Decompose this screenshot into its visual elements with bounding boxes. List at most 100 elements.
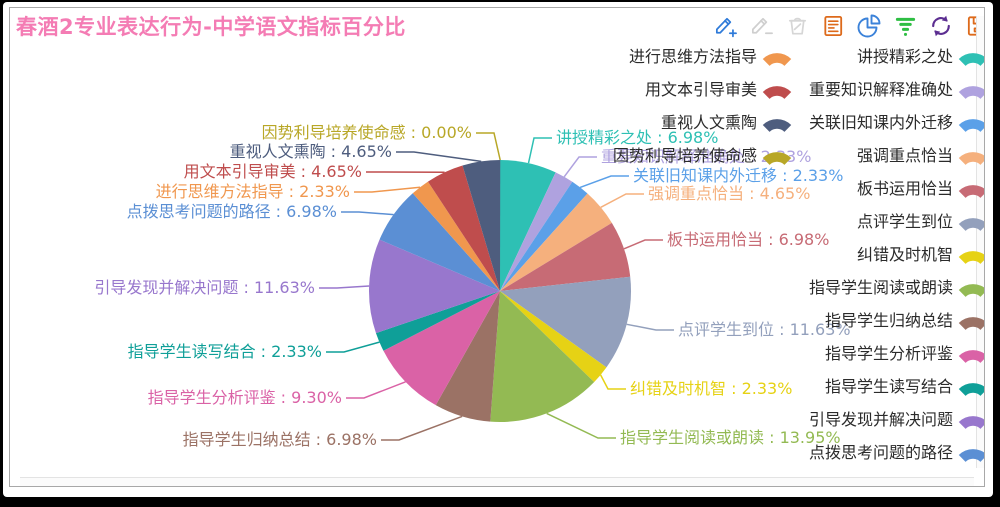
leader-line-6 (626, 323, 674, 331)
slice-label-9: 指导学生归纳总结 : 6.98% (182, 430, 377, 449)
slice-label-14: 进行思维方法指导 : 2.33% (155, 182, 350, 201)
legend-label: 点拨思考问题的路径 (808, 443, 953, 462)
legend-left-item-4[interactable]: 因势利导培养使命感 (613, 145, 792, 167)
leader-line-4 (600, 193, 644, 208)
legend-right-item-2[interactable]: 重要知识解释准确处 (808, 79, 984, 101)
pie-slice-13[interactable] (379, 193, 500, 291)
legend-fan-icon (958, 382, 984, 396)
pie-slice-10[interactable] (383, 291, 500, 406)
pie-slice-14[interactable] (412, 181, 500, 291)
filter-icon[interactable] (892, 12, 918, 39)
leader-line-7 (599, 374, 626, 390)
legend-label: 纠错及时机智 (856, 245, 953, 264)
legend-left-item-2[interactable]: 用文本引导审美 (645, 79, 792, 101)
legend-right-item-6[interactable]: 点评学生到位 (856, 211, 984, 233)
delete-icon (784, 12, 810, 39)
pie-slice-11[interactable] (375, 291, 500, 351)
pie-slice-3[interactable] (500, 181, 588, 291)
slice-label-11: 指导学生读写结合 : 2.33% (127, 342, 322, 361)
chart-stage: 春酒2专业表达行为-中学语文指标百分比 讲授精彩之处 : 6.98% 重要知识解释… (10, 8, 984, 486)
legend-fan-icon (762, 52, 792, 66)
slice-label-12: 引导发现并解决问题 : 11.63% (94, 278, 315, 297)
legend-label: 板书运用恰当 (856, 179, 953, 198)
legend-fan-icon (958, 52, 984, 66)
legend-fan-icon (958, 250, 984, 264)
legend-label: 用文本引导审美 (644, 80, 757, 99)
legend-label: 指导学生阅读或朗读 (808, 278, 953, 297)
legend-right-item-4[interactable]: 强调重点恰当 (856, 145, 984, 167)
legend-fan-icon (958, 283, 984, 297)
pie-slice-1[interactable] (500, 160, 556, 291)
slice-label-13: 点拨思考问题的路径 : 6.98% (126, 202, 337, 221)
legend-right-item-12[interactable]: 引导发现并解决问题 (808, 409, 984, 431)
legend-right-item-7[interactable]: 纠错及时机智 (856, 244, 984, 266)
app-window: 春酒2专业表达行为-中学语文指标百分比 讲授精彩之处 : 6.98% 重要知识解释… (3, 2, 993, 497)
slice-label-10: 指导学生分析评鉴 : 9.30% (147, 388, 342, 407)
leader-line-9 (381, 415, 463, 441)
leader-line-5 (623, 239, 663, 250)
pie-slice-6[interactable] (500, 276, 632, 368)
legend-label: 指导学生读写结合 (824, 377, 953, 396)
legend-label: 重要知识解释准确处 (808, 80, 953, 99)
pie-chart-icon[interactable] (856, 12, 882, 39)
legend-right-item-13[interactable]: 点拨思考问题的路径 (808, 442, 984, 464)
legend-fan-icon (958, 217, 984, 231)
legend-fan-icon (958, 448, 984, 462)
pie-slice-7[interactable] (500, 291, 607, 383)
legend-fan-icon (762, 85, 792, 99)
legend-label: 关联旧知课内外迁移 (808, 113, 953, 132)
legend-label: 点评学生到位 (856, 212, 953, 231)
legend-fan-icon (958, 151, 984, 165)
legend-label: 讲授精彩之处 (856, 47, 953, 66)
legend-right-item-3[interactable]: 关联旧知课内外迁移 (808, 112, 984, 134)
remove-record-icon (748, 12, 774, 39)
legend-fan-icon (762, 151, 792, 165)
legend-label: 指导学生分析评鉴 (824, 344, 953, 363)
pie-chart (319, 132, 674, 441)
legend-label: 强调重点恰当 (856, 146, 953, 165)
slice-label-7: 纠错及时机智 : 2.33% (630, 379, 793, 398)
pie-slice-16[interactable] (462, 159, 501, 291)
legend-right-item-1[interactable]: 讲授精彩之处 (856, 46, 984, 68)
leader-line-11 (326, 341, 380, 353)
legend-right-item-10[interactable]: 指导学生分析评鉴 (824, 343, 984, 365)
legend-label: 因势利导培养使命感 (612, 146, 757, 165)
legend-label: 引导发现并解决问题 (808, 410, 953, 429)
pie-slice-8[interactable] (490, 291, 595, 422)
pie-slice-4[interactable] (500, 193, 612, 292)
pie-slice-9[interactable] (435, 291, 500, 422)
slice-label-5: 板书运用恰当 : 6.98% (667, 230, 830, 249)
refresh-icon[interactable] (928, 12, 954, 39)
horizontal-scrollbar[interactable] (20, 477, 974, 486)
legend-left-item-3[interactable]: 重视人文熏陶 (661, 112, 792, 134)
legend-right-item-8[interactable]: 指导学生阅读或朗读 (808, 277, 984, 299)
slice-label-15: 用文本引导审美 : 4.65% (183, 162, 362, 181)
report-icon[interactable] (820, 12, 846, 39)
legend-fan-icon (762, 118, 792, 132)
legend-right-item-5[interactable]: 板书运用恰当 (856, 178, 984, 200)
leader-line-3 (579, 175, 629, 189)
pie-slice-2[interactable] (500, 172, 573, 291)
slice-label-1: 讲授精彩之处 : 6.98% (556, 128, 719, 147)
legend-right-item-11[interactable]: 指导学生读写结合 (824, 376, 984, 398)
pie-slice-15[interactable] (427, 165, 500, 291)
leader-line-1 (527, 137, 552, 164)
leader-line-8 (546, 412, 616, 439)
leader-line-16 (396, 151, 482, 163)
slice-label-4: 强调重点恰当 : 4.65% (648, 184, 811, 203)
slice-label-6: 点评学生到位 : 11.63% (678, 320, 851, 339)
leader-line-2 (563, 156, 597, 178)
leader-line-14 (354, 186, 421, 193)
pie-slice-5[interactable] (500, 222, 631, 291)
legend-right-item-9[interactable]: 指导学生归纳总结 (825, 310, 984, 332)
leader-line-17 (476, 132, 501, 161)
legend-fan-icon (958, 415, 984, 429)
add-record-icon[interactable] (712, 12, 738, 39)
slice-label-2: 重要知识解释准确处 : 2.33% (601, 147, 812, 166)
legend-fan-icon (958, 184, 984, 198)
pie-slice-12[interactable] (369, 239, 500, 334)
slice-label-16: 重视人文熏陶 : 4.65% (229, 142, 392, 161)
chart-panel: 春酒2专业表达行为-中学语文指标百分比 讲授精彩之处 : 6.98% 重要知识解释… (9, 7, 985, 487)
vertical-scrollbar[interactable] (976, 16, 984, 468)
legend-left-item-1[interactable]: 进行思维方法指导 (629, 46, 792, 68)
